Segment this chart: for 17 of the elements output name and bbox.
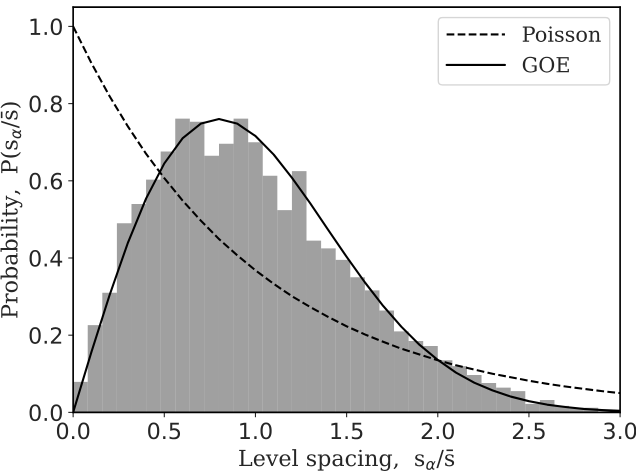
x-tick-label: 0.5 (148, 422, 180, 440)
y-tick-label: 0.0 (30, 404, 62, 422)
y-tick-label: 0.4 (30, 250, 62, 267)
legend-label: GOE (522, 56, 569, 73)
y-axis-title: Probability, P(s$_{α}$/s̄) (0, 102, 22, 318)
y-tick-label: 0.8 (30, 96, 62, 112)
x-tick-label: 2.0 (422, 422, 454, 440)
legend-label: Poisson (522, 26, 601, 42)
y-tick-label: 0.6 (30, 172, 62, 190)
x-tick-label: 3.0 (604, 422, 636, 440)
x-tick-label: 2.5 (512, 422, 545, 440)
x-axis-title: Level spacing, s$_{α}$/s̄ (239, 449, 454, 471)
y-tick-label: 0.2 (30, 327, 62, 344)
y-tick-label: 1.0 (30, 18, 62, 36)
x-tick-label: 0.0 (56, 422, 90, 440)
x-tick-label: 1.0 (240, 422, 272, 440)
x-tick-label: 1.5 (331, 422, 362, 440)
